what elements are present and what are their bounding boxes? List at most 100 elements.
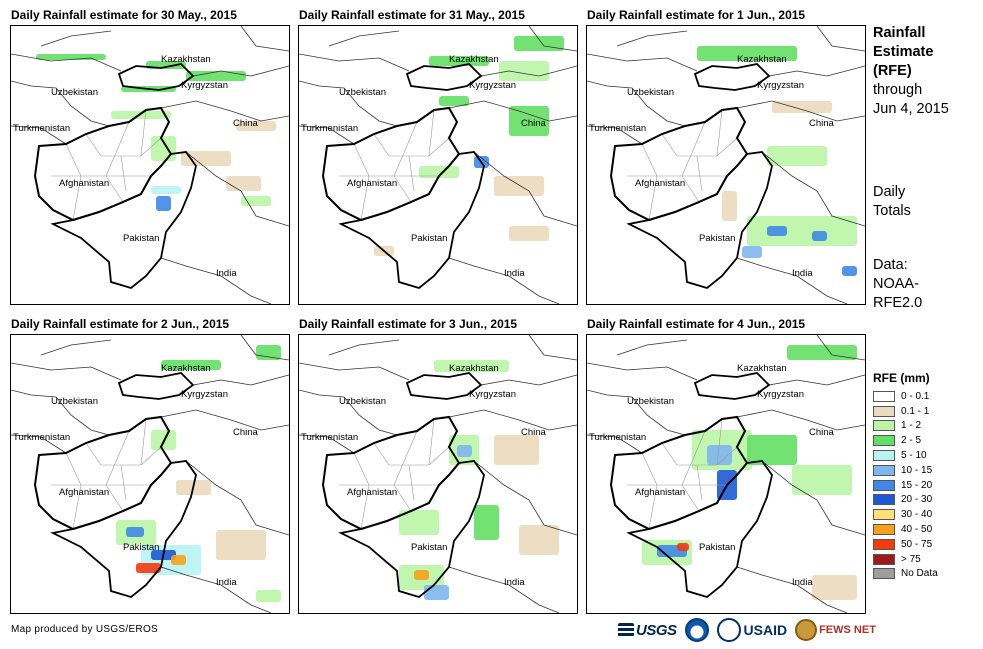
- country-label-kazakhstan: Kazakhstan: [737, 363, 787, 374]
- province-border: [353, 430, 418, 486]
- daily-line: Daily: [873, 184, 906, 200]
- map-panel-6: Daily Rainfall estimate for 4 Jun., 2015…: [586, 317, 866, 614]
- noaa-logo: [684, 618, 709, 642]
- province-border: [373, 442, 450, 466]
- legend-label: 40 - 50: [901, 524, 933, 536]
- country-border: [192, 65, 289, 77]
- country-border: [761, 151, 865, 227]
- rainfall-cell: [457, 445, 472, 457]
- rainfall-cell: [216, 530, 266, 560]
- country-label-india: India: [504, 577, 525, 588]
- country-label-uzbekistan: Uzbekistan: [627, 396, 674, 407]
- province-border: [428, 109, 435, 157]
- country-border: [11, 362, 122, 381]
- country-label-uzbekistan: Uzbekistan: [51, 87, 98, 98]
- rainfall-cell: [414, 570, 429, 580]
- rainfall-cell: [474, 505, 499, 540]
- country-label-india: India: [216, 268, 237, 279]
- pakistan-outline: [626, 151, 773, 289]
- rainfall-cell: [256, 345, 281, 360]
- map-panel-3: Daily Rainfall estimate for 1 Jun., 2015…: [586, 8, 866, 305]
- province-border: [681, 484, 700, 512]
- legend-label: 1 - 2: [901, 420, 922, 432]
- province-border: [641, 121, 706, 177]
- rainfall-cell: [767, 146, 827, 166]
- rainfall-cell: [494, 176, 544, 196]
- province-border: [140, 109, 147, 157]
- province-border: [393, 484, 412, 512]
- map-svg: Kazakhstan Uzbekistan Kyrgyzstan Turkmenist…: [11, 26, 289, 304]
- country-border: [185, 460, 289, 536]
- rainfall-cell: [241, 196, 271, 206]
- country-border: [816, 26, 865, 52]
- province-border: [696, 464, 703, 501]
- legend-item: 0 - 0.1: [873, 389, 938, 404]
- map-svg: Kazakhstan Uzbekistan Kyrgyzstan Turkmenist…: [299, 335, 577, 613]
- panel-title: Daily Rainfall estimate for 30 May., 201…: [11, 8, 237, 22]
- legend-item: 0.1 - 1: [873, 404, 938, 419]
- globe-icon: [795, 619, 818, 641]
- country-border: [616, 339, 688, 356]
- country-border: [768, 65, 865, 77]
- province-border: [120, 464, 127, 501]
- province-border: [65, 121, 130, 177]
- country-label-afghanistan: Afghanistan: [347, 487, 397, 498]
- panel-title: Daily Rainfall estimate for 1 Jun., 2015: [587, 8, 806, 22]
- rainfall-cell: [434, 360, 509, 372]
- usaid-logo: USAID: [716, 618, 787, 642]
- country-border: [768, 374, 865, 386]
- heading-line: Rainfall: [873, 25, 926, 41]
- country-label-uzbekistan: Uzbekistan: [51, 396, 98, 407]
- country-border: [448, 257, 560, 304]
- legend-item: 15 - 20: [873, 478, 938, 493]
- rainfall-cell: [697, 46, 797, 61]
- rainfall-cell: [767, 226, 787, 236]
- country-label-turkmenistan: Turkmenistan: [13, 432, 70, 443]
- rainfall-cell: [677, 543, 689, 551]
- country-label-turkmenistan: Turkmenistan: [301, 123, 358, 134]
- pakistan-outline: [50, 460, 197, 598]
- rainfall-map: Kazakhstan Uzbekistan Kyrgyzstan Turkmenist…: [10, 25, 290, 305]
- rainfall-cell: [429, 56, 489, 66]
- country-border: [185, 151, 289, 227]
- country-label-afghanistan: Afghanistan: [59, 487, 109, 498]
- rainfall-cell: [151, 136, 176, 161]
- legend-swatch: [873, 464, 895, 476]
- province-border: [696, 155, 703, 192]
- map-svg: Kazakhstan Uzbekistan Kyrgyzstan Turkmenist…: [11, 335, 289, 613]
- country-label-india: India: [792, 577, 813, 588]
- legend-swatch: [873, 524, 895, 536]
- country-border: [11, 125, 67, 145]
- kyrgyzstan-outline: [405, 372, 483, 400]
- country-border: [816, 335, 865, 361]
- rainfall-map: Kazakhstan Uzbekistan Kyrgyzstan Turkmenist…: [586, 334, 866, 614]
- country-label-turkmenistan: Turkmenistan: [301, 432, 358, 443]
- country-label-kazakhstan: Kazakhstan: [161, 363, 211, 374]
- province-border: [140, 418, 147, 466]
- province-border: [120, 155, 127, 192]
- rainfall-cell: [812, 231, 827, 241]
- country-label-kazakhstan: Kazakhstan: [449, 363, 499, 374]
- country-label-kazakhstan: Kazakhstan: [737, 54, 787, 65]
- rainfall-cell: [256, 590, 281, 602]
- country-label-kyrgyzstan: Kyrgyzstan: [757, 80, 804, 91]
- usaid-seal-icon: [716, 618, 741, 642]
- rainfall-cell: [812, 575, 857, 600]
- country-border: [11, 434, 67, 454]
- heading-line: Estimate: [873, 44, 934, 60]
- rainfall-cell: [519, 525, 559, 555]
- legend-label: 30 - 40: [901, 509, 933, 521]
- rainfall-cell: [439, 96, 469, 106]
- country-label-pakistan: Pakistan: [123, 233, 159, 244]
- totals-line: Totals: [873, 203, 911, 219]
- province-border: [373, 133, 450, 157]
- country-border: [736, 100, 865, 122]
- province-border: [85, 133, 162, 157]
- rainfall-cell: [742, 246, 762, 258]
- daily-totals-note: Daily Totals: [873, 183, 911, 221]
- country-border: [587, 53, 698, 72]
- pakistan-outline: [50, 151, 197, 289]
- country-border: [473, 151, 577, 227]
- country-border: [40, 30, 112, 47]
- country-label-uzbekistan: Uzbekistan: [339, 396, 386, 407]
